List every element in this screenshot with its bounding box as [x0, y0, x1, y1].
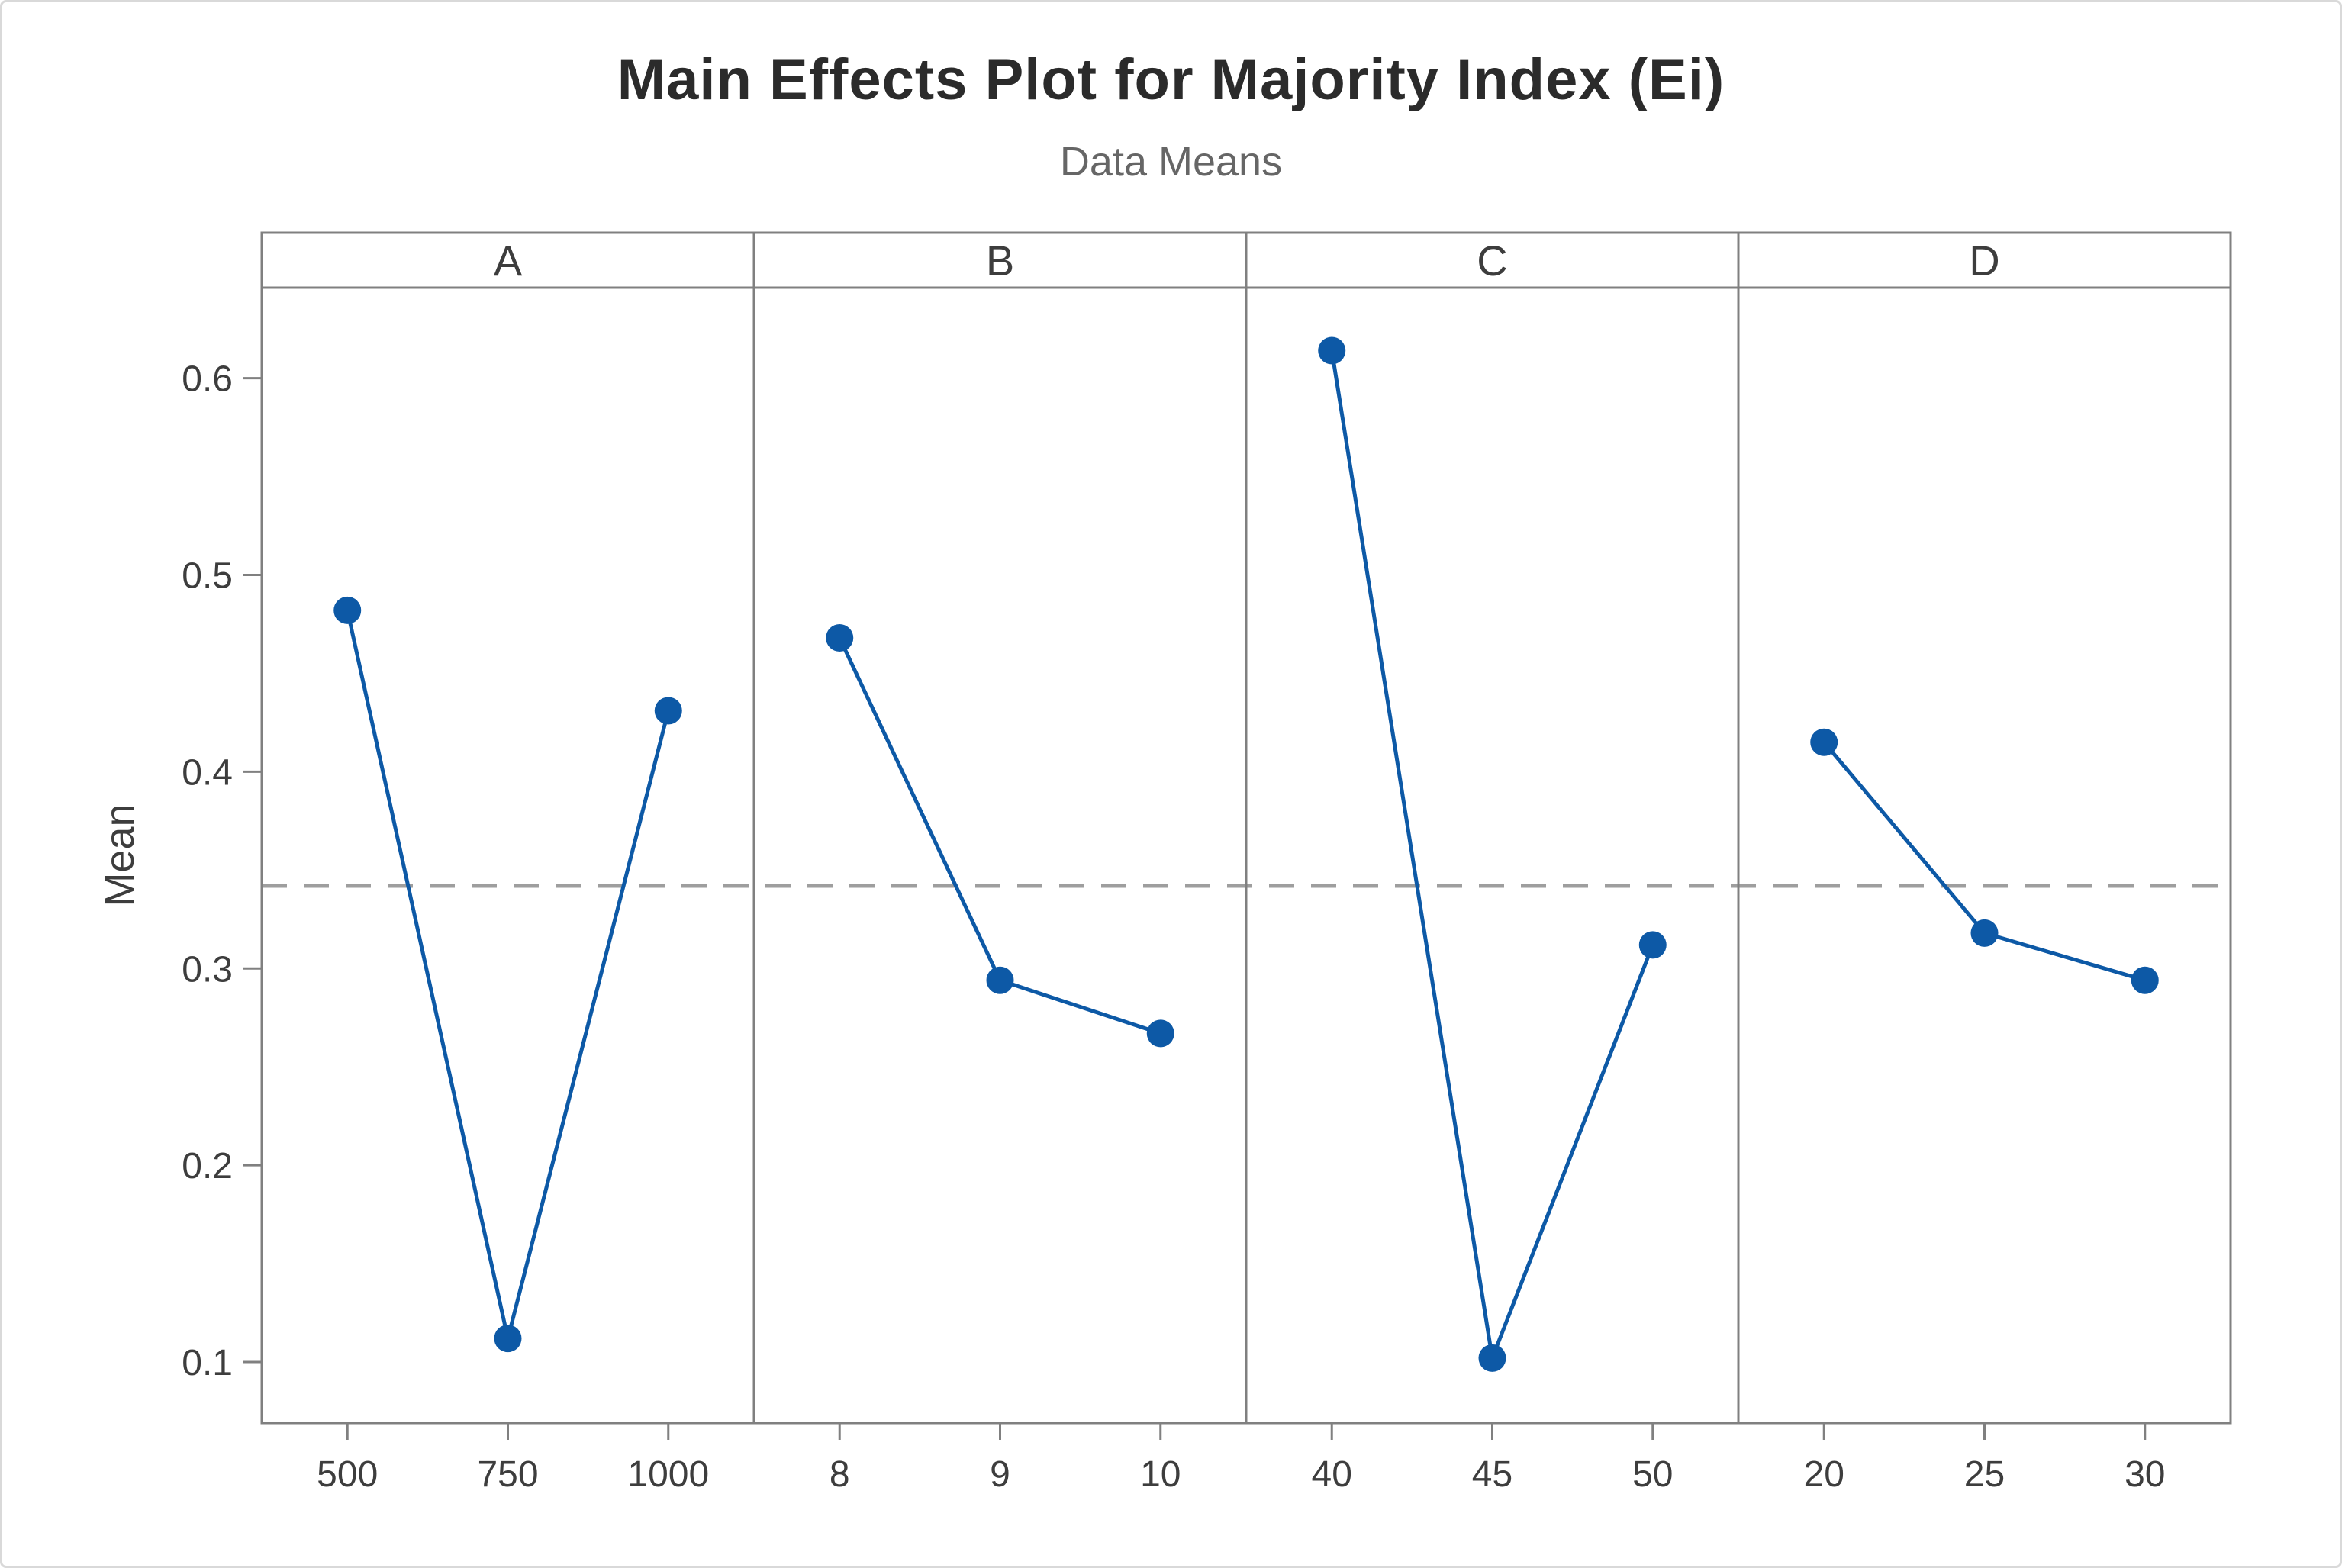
- panel-label-D: D: [1969, 237, 1999, 285]
- x-axis-tick-label: 1000: [627, 1454, 709, 1495]
- data-point-marker: [1810, 728, 1838, 756]
- data-point-marker: [986, 966, 1014, 994]
- data-point-marker: [494, 1325, 522, 1353]
- data-point-marker: [654, 697, 682, 725]
- x-axis-tick-label: 20: [1804, 1454, 1844, 1495]
- data-point-marker: [1146, 1019, 1174, 1048]
- y-axis-tick-label: 0.1: [182, 1343, 233, 1383]
- panel-label-C: C: [1477, 237, 1507, 285]
- series-line-panel-C: [1329, 350, 1655, 1366]
- x-axis-tick-label: 30: [2125, 1454, 2165, 1495]
- y-axis-tick-label: 0.4: [182, 752, 233, 793]
- x-axis-tick-label: 25: [1964, 1454, 2005, 1495]
- data-point-marker: [826, 624, 854, 652]
- x-axis-tick-label: 45: [1472, 1454, 1512, 1495]
- panel-label-B: B: [986, 237, 1014, 285]
- y-axis-title: Mean: [97, 803, 143, 906]
- data-point-marker: [1638, 931, 1667, 959]
- data-point-marker: [1970, 919, 1999, 947]
- y-axis-tick-label: 0.5: [182, 556, 233, 597]
- chart-layer: 0.1 0.2 0.3 0.4 0.5 0.6 A 500 750 1000 B 8 9 10 C 40 45 5…: [182, 231, 2232, 1495]
- data-point-marker: [1318, 336, 1346, 365]
- x-axis-tick-label: 10: [1140, 1454, 1181, 1495]
- y-axis-tick-label: 0.6: [182, 359, 233, 400]
- x-axis-tick-label: 50: [1632, 1454, 1673, 1495]
- x-axis-tick-label: 9: [990, 1454, 1010, 1495]
- y-axis-tick-label: 0.2: [182, 1146, 233, 1186]
- data-point-marker: [2131, 966, 2159, 994]
- data-point-marker: [333, 596, 362, 624]
- series-line-panel-A: [345, 610, 671, 1339]
- chart-title: Main Effects Plot for Majority Index (Ei…: [617, 47, 1725, 112]
- chart-subtitle: Data Means: [1059, 139, 1283, 185]
- x-axis-tick-label: 8: [830, 1454, 850, 1495]
- panel-label-A: A: [494, 237, 523, 285]
- x-axis-tick-label: 750: [477, 1454, 538, 1495]
- x-axis-tick-label: 40: [1312, 1454, 1352, 1495]
- y-axis-tick-label: 0.3: [182, 949, 233, 990]
- data-point-marker: [1478, 1344, 1506, 1372]
- x-axis-tick-label: 500: [317, 1454, 378, 1495]
